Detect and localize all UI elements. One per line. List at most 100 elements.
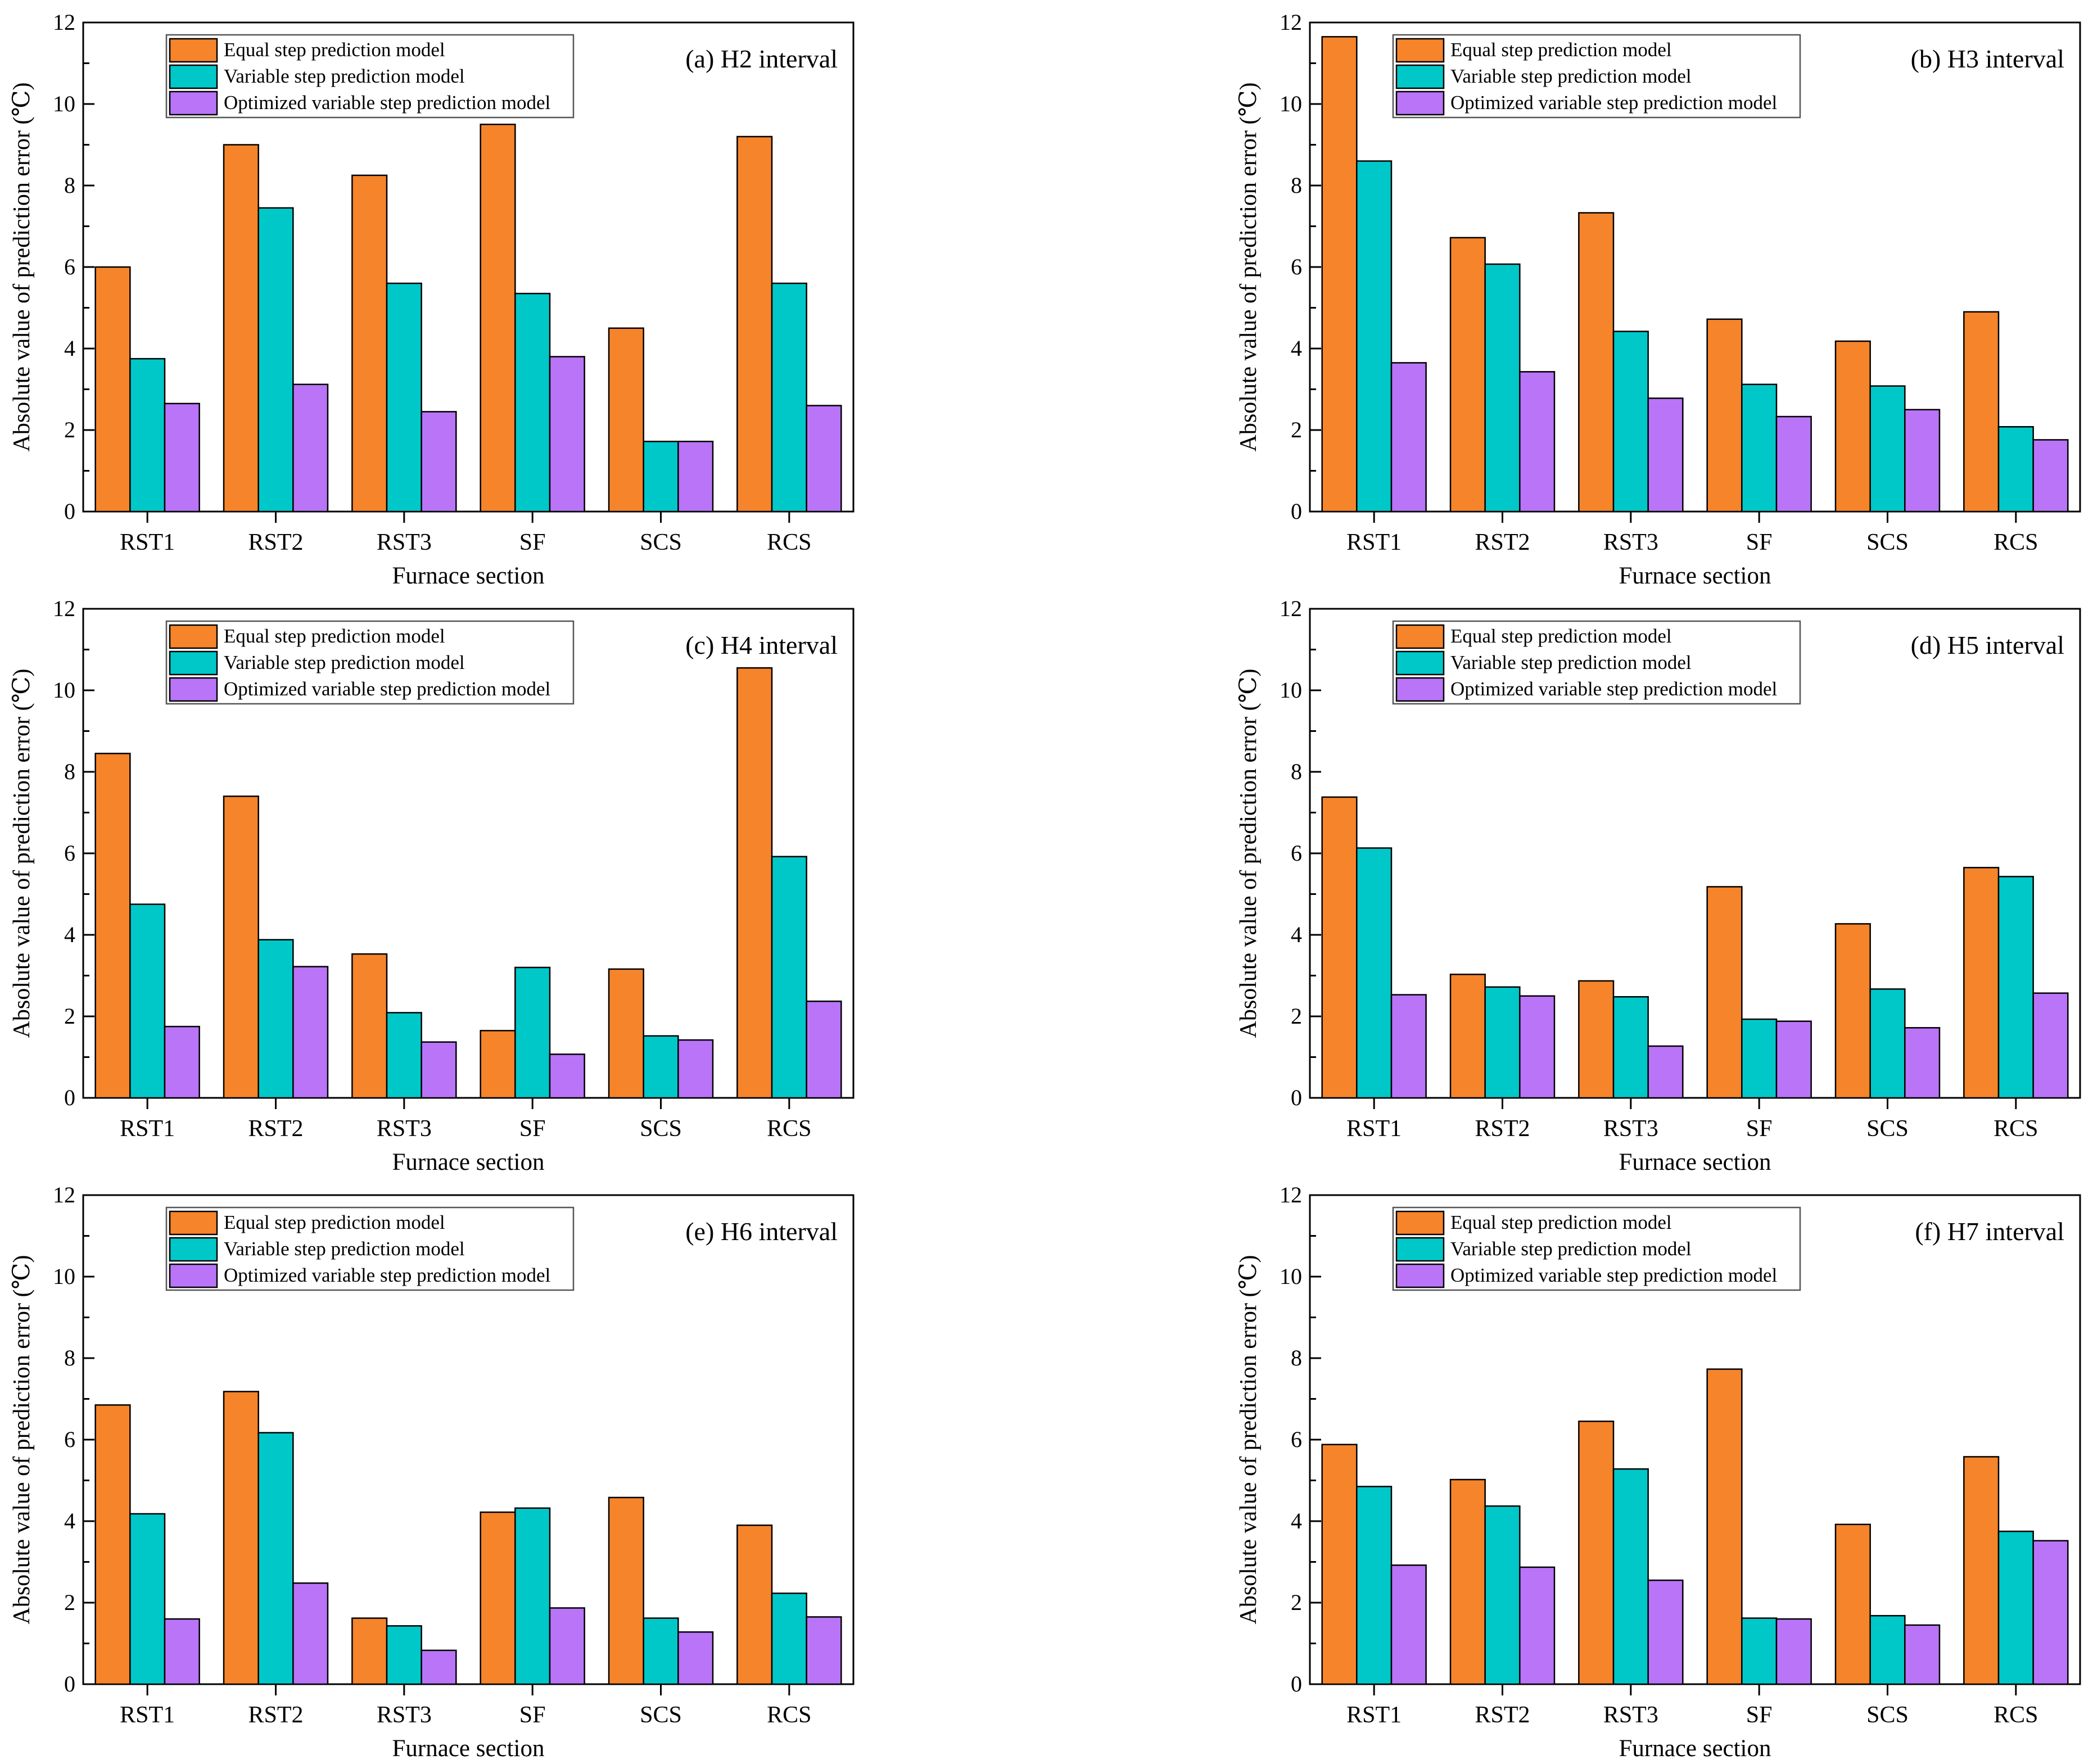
bar-equal-rst3	[351, 174, 388, 513]
legend-label-variable: Variable step prediction model	[224, 652, 465, 673]
y-tick-label: 6	[1291, 254, 1302, 279]
panel-title: (a) H2 interval	[685, 44, 838, 73]
bar-variable-rst3	[386, 1625, 422, 1685]
y-tick-label: 2	[64, 1590, 75, 1615]
bar-optimized-scs	[677, 441, 714, 513]
legend-swatch-optimized	[169, 91, 218, 116]
y-tick-label: 12	[1280, 1182, 1302, 1207]
y-tick-label: 6	[1291, 840, 1302, 866]
x-axis-title: Furnace section	[1619, 563, 1771, 589]
legend-swatch-equal	[169, 624, 218, 649]
legend-swatch-equal	[1395, 624, 1445, 649]
legend-label-variable: Variable step prediction model	[1450, 65, 1692, 87]
legend-swatch-variable	[169, 650, 218, 676]
chart-panel-1: 0 2 4 6 8 10 12 RST1 RST2 RST3 SF SCS RCS Furnace sec…	[9, 10, 855, 589]
bar-optimized-scs	[677, 1631, 714, 1685]
y-tick-label: 10	[1280, 677, 1302, 703]
bar-variable-scs	[643, 441, 679, 513]
bar-equal-scs	[608, 327, 644, 513]
x-tick-label: SCS	[640, 530, 682, 555]
bar-optimized-sf	[1775, 1020, 1812, 1099]
bar-equal-rst3	[1578, 212, 1615, 513]
legend-label-optimized: Optimized variable step prediction model	[1450, 678, 1777, 700]
x-tick-label: SCS	[1866, 1116, 1909, 1142]
y-tick-label: 4	[64, 1508, 75, 1534]
y-tick-label: 4	[64, 922, 75, 947]
y-tick-label: 2	[1291, 417, 1302, 442]
bar-optimized-rst2	[1519, 1566, 1556, 1685]
bar-equal-sf	[1706, 318, 1743, 513]
bar-optimized-rcs	[806, 405, 842, 513]
bar-variable-rst3	[1612, 996, 1649, 1099]
bar-equal-rst2	[223, 144, 259, 513]
y-axis-title: Absolute value of prediction error (℃)	[9, 669, 35, 1038]
bar-equal-sf	[1706, 1368, 1743, 1685]
bar-equal-sf	[480, 124, 516, 513]
legend-swatch-equal	[169, 38, 218, 63]
bar-equal-rst1	[1321, 36, 1358, 513]
x-axis-title: Furnace section	[392, 563, 544, 589]
y-axis-title: Absolute value of prediction error (℃)	[1236, 83, 1262, 452]
legend-label-optimized: Optimized variable step prediction model	[224, 1264, 550, 1286]
x-tick-label: RST2	[1475, 1116, 1530, 1142]
chart-panel-6: 0 2 4 6 8 10 12 RST1 RST2 RST3 SF SCS RCS Furnace sec…	[1236, 1182, 2081, 1762]
y-axis-title: Absolute value of prediction error (℃)	[1236, 669, 1262, 1038]
bar-equal-rst1	[94, 1404, 131, 1685]
bar-equal-rst2	[1449, 237, 1486, 513]
legend-label-variable: Variable step prediction model	[1450, 1238, 1692, 1260]
bar-optimized-rst1	[1390, 362, 1427, 513]
y-tick-label: 0	[64, 1085, 75, 1110]
bar-variable-rst1	[1356, 1486, 1393, 1685]
legend-label-equal: Equal step prediction model	[1450, 625, 1672, 647]
legend-swatch-variable	[169, 64, 218, 89]
legend-label-optimized: Optimized variable step prediction model	[1450, 92, 1777, 114]
bar-variable-rst2	[1484, 263, 1521, 513]
y-tick-label: 0	[1291, 1085, 1302, 1110]
legend-label-equal: Equal step prediction model	[224, 1211, 445, 1233]
legend-box	[165, 1206, 575, 1291]
x-tick-label: SCS	[640, 1702, 682, 1728]
bar-equal-scs	[608, 1496, 644, 1685]
bar-equal-rst2	[223, 1391, 259, 1685]
legend-box	[165, 620, 575, 705]
chart-panel-2: 0 2 4 6 8 10 12 RST1 RST2 RST3 SF SCS RCS Furnace sec…	[1236, 10, 2081, 589]
panel-title: (b) H3 interval	[1911, 44, 2064, 73]
bar-equal-sf	[480, 1511, 516, 1685]
bar-equal-rst1	[94, 753, 131, 1099]
bar-optimized-rst3	[421, 1041, 457, 1099]
y-tick-label: 4	[1291, 336, 1302, 361]
y-tick-label: 0	[64, 1671, 75, 1697]
legend-box	[1392, 1206, 1801, 1291]
legend-label-variable: Variable step prediction model	[1450, 652, 1692, 673]
y-tick-label: 6	[1291, 1427, 1302, 1452]
bar-variable-sf	[514, 292, 551, 513]
bar-variable-rcs	[1997, 1530, 2034, 1685]
bar-optimized-rst2	[292, 383, 329, 513]
bar-equal-rst1	[1321, 1444, 1358, 1685]
legend-box	[1392, 620, 1801, 705]
bar-equal-rst2	[223, 795, 259, 1099]
bar-variable-rst2	[1484, 986, 1521, 1099]
legend-swatch-optimized	[169, 1263, 218, 1288]
y-tick-label: 4	[1291, 922, 1302, 947]
y-tick-label: 2	[64, 1003, 75, 1029]
y-axis-title: Absolute value of prediction error (℃)	[9, 1255, 35, 1625]
bar-variable-scs	[1869, 385, 1906, 513]
bar-equal-sf	[480, 1030, 516, 1099]
bar-variable-rcs	[771, 856, 807, 1099]
bar-optimized-rst1	[164, 1025, 200, 1099]
legend-label-variable: Variable step prediction model	[224, 1238, 465, 1260]
y-tick-label: 12	[53, 10, 75, 35]
y-tick-label: 6	[64, 1427, 75, 1452]
bar-optimized-rcs	[806, 1616, 842, 1685]
bar-optimized-scs	[677, 1039, 714, 1099]
legend-swatch-variable	[1395, 64, 1445, 89]
x-tick-label: RST1	[120, 1702, 175, 1728]
panel-title: (c) H4 interval	[685, 631, 838, 659]
x-tick-label: SF	[1746, 1116, 1773, 1142]
x-axis-title: Furnace section	[1619, 1735, 1771, 1762]
bar-equal-rcs	[1963, 1456, 2000, 1685]
legend-swatch-optimized	[1395, 91, 1445, 116]
legend-label-equal: Equal step prediction model	[224, 39, 445, 61]
bar-equal-scs	[1834, 1523, 1871, 1685]
